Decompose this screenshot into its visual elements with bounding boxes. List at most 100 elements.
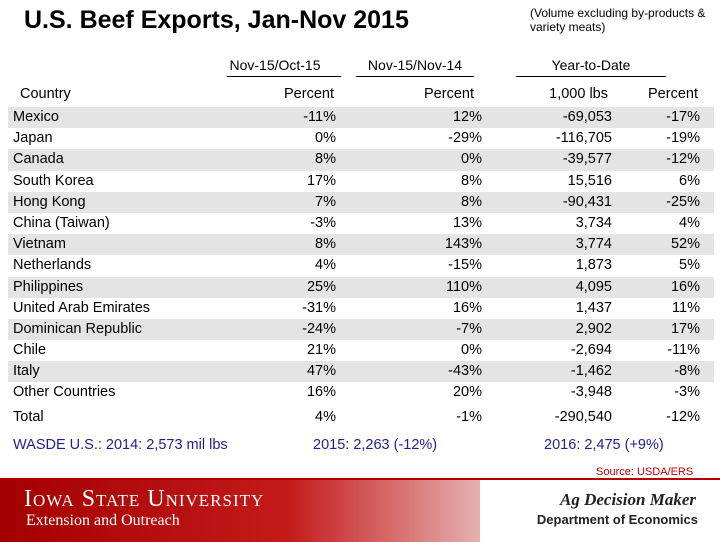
wasde-2015: 2015: 2,263 (-12%) (313, 437, 438, 453)
university-logo-text: Iowa State University (24, 486, 265, 512)
value-cell: 25% (306, 278, 336, 295)
value-cell: 1,437 (575, 299, 612, 316)
department-label: Department of Economics (536, 512, 698, 527)
table-row: Philippines 25% 110% 4,095 16% (8, 276, 714, 298)
country-cell: Dominican Republic (13, 320, 142, 337)
value-cell: -15% (448, 257, 482, 274)
country-cell: Other Countries (13, 384, 116, 401)
value-cell: -290,540 (554, 409, 612, 425)
value-cell: -31% (302, 299, 336, 316)
column-group-underline (516, 76, 666, 77)
value-cell: 8% (461, 172, 482, 189)
value-cell: -17% (666, 109, 700, 125)
page-title: U.S. Beef Exports, Jan-Nov 2015 (24, 6, 409, 34)
value-cell: -12% (666, 409, 700, 425)
wasde-2016: 2016: 2,475 (+9%) (544, 437, 664, 453)
column-group-nov-nov: Nov-15/Nov-14 (350, 57, 480, 77)
total-label: Total (13, 409, 44, 425)
value-cell: -116,705 (555, 130, 612, 147)
table-row: South Korea 17% 8% 15,516 6% (8, 171, 714, 192)
value-cell: 4% (315, 409, 336, 425)
country-cell: Chile (13, 342, 47, 359)
value-cell: -8% (674, 363, 700, 380)
table-row: Hong Kong 7% 8% -90,431 -25% (8, 191, 714, 213)
total-row: Total 4% -1% -290,540 -12% (8, 407, 714, 427)
value-cell: -3,948 (570, 384, 612, 401)
country-cell: Vietnam (13, 236, 66, 253)
value-cell: 4% (315, 257, 336, 274)
value-cell: 8% (461, 193, 482, 210)
value-cell: 47% (306, 363, 336, 380)
value-cell: -3% (674, 384, 700, 401)
header-percent-4: Percent (648, 86, 698, 102)
value-cell: -25% (666, 193, 700, 210)
value-cell: 5% (679, 257, 700, 274)
table-row: Canada 8% 0% -39,577 -12% (8, 149, 714, 171)
value-cell: 4,095 (575, 278, 612, 295)
value-cell: 8% (315, 236, 336, 253)
country-cell: United Arab Emirates (13, 299, 151, 316)
value-cell: 3,774 (575, 236, 612, 253)
country-cell: Philippines (13, 278, 84, 295)
value-cell: 13% (452, 214, 482, 231)
value-cell: -29% (448, 130, 482, 147)
ag-decision-maker-logo: Ag Decision Maker (560, 490, 696, 509)
table-row: Vietnam 8% 143% 3,774 52% (8, 234, 714, 256)
table-row: Japan 0% -29% -116,705 -19% (8, 128, 714, 149)
country-cell: Mexico (13, 109, 59, 125)
footer-brand-panel: Iowa State University Extension and Outr… (0, 480, 480, 542)
data-table: Mexico -11% 12% -69,053 -17% Japan 0% -29% -116… (8, 107, 714, 404)
header-percent-1: Percent (284, 86, 334, 102)
country-cell: China (Taiwan) (13, 214, 110, 231)
column-group-underline (356, 76, 474, 77)
country-cell: Japan (13, 130, 53, 147)
value-cell: -2,694 (570, 342, 612, 359)
value-cell: -43% (448, 363, 482, 380)
value-cell: 6% (679, 172, 700, 189)
value-cell: 3,734 (575, 214, 612, 231)
value-cell: 16% (452, 299, 482, 316)
value-cell: -7% (456, 320, 482, 337)
header-1000-lbs: 1,000 lbs (549, 86, 608, 102)
value-cell: 110% (445, 278, 482, 295)
value-cell: 0% (461, 151, 482, 168)
extension-text: Extension and Outreach (26, 512, 180, 529)
header-country: Country (20, 86, 71, 102)
table-row: Netherlands 4% -15% 1,873 5% (8, 255, 714, 276)
value-cell: 21% (306, 342, 336, 359)
value-cell: 8% (315, 151, 336, 168)
value-cell: -11% (667, 342, 700, 359)
value-cell: 2,902 (575, 320, 612, 337)
header-percent-2: Percent (424, 86, 474, 102)
column-group-label: Nov-15/Nov-14 (367, 57, 463, 73)
value-cell: -39,577 (562, 151, 612, 168)
value-cell: -3% (310, 214, 336, 231)
value-cell: 0% (461, 342, 482, 359)
source-note: Source: USDA/ERS (596, 466, 694, 478)
value-cell: -69,053 (562, 109, 612, 125)
column-group-underline (227, 76, 341, 77)
value-cell: -24% (302, 320, 336, 337)
value-cell: -11% (303, 109, 336, 125)
value-cell: 4% (679, 214, 700, 231)
value-cell: -1,462 (570, 363, 612, 380)
value-cell: 16% (670, 278, 700, 295)
country-cell: Hong Kong (13, 193, 86, 210)
country-cell: Netherlands (13, 257, 92, 274)
value-cell: -12% (666, 151, 700, 168)
country-cell: South Korea (13, 172, 94, 189)
footer-banner: Iowa State University Extension and Outr… (0, 478, 720, 542)
wasde-2014: WASDE U.S.: 2014: 2,573 mil lbs (13, 437, 228, 453)
value-cell: 11% (672, 299, 700, 316)
value-cell: 20% (452, 384, 482, 401)
value-cell: 7% (315, 193, 336, 210)
table-row: Italy 47% -43% -1,462 -8% (8, 361, 714, 383)
column-group-nov-oct: Nov-15/Oct-15 (205, 57, 345, 77)
table-row: United Arab Emirates -31% 16% 1,437 11% (8, 298, 714, 319)
value-cell: 17% (670, 320, 700, 337)
value-cell: 0% (315, 130, 336, 147)
table-row: Other Countries 16% 20% -3,948 -3% (8, 382, 714, 403)
column-group-label: Year-to-Date (551, 57, 631, 73)
value-cell: -1% (456, 409, 482, 425)
table-row: Dominican Republic -24% -7% 2,902 17% (8, 318, 714, 341)
